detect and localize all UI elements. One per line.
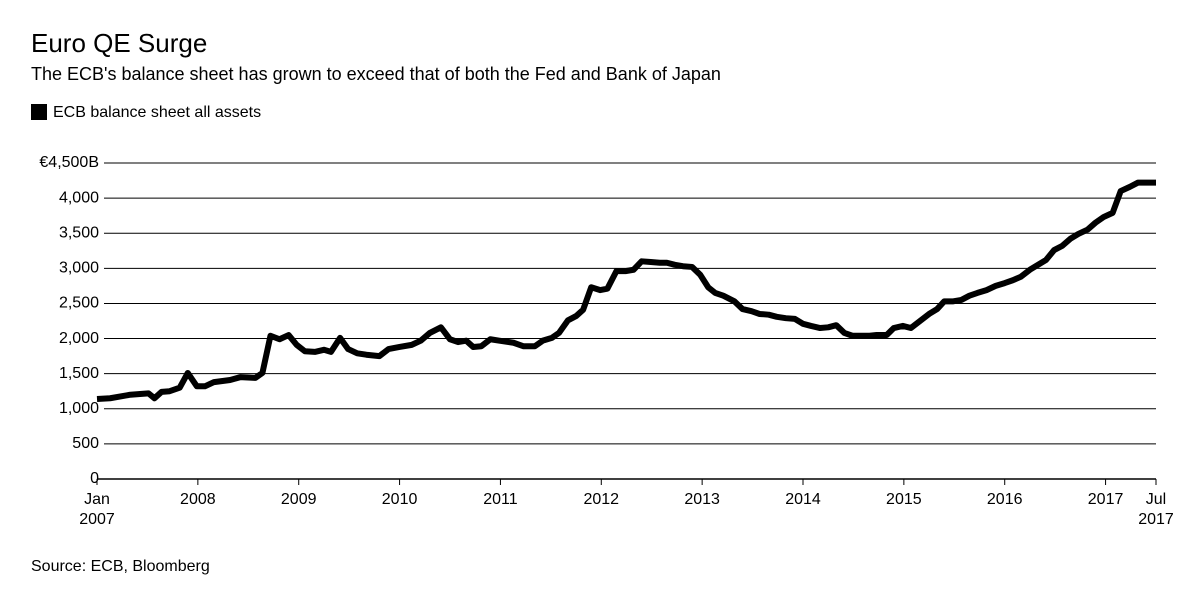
data-line xyxy=(96,179,1156,402)
y-tick-label: 2,500 xyxy=(59,295,99,312)
x-tick-label: 2008 xyxy=(180,491,216,508)
x-tick-label: 2010 xyxy=(381,491,418,508)
y-tick-label: 4,000 xyxy=(59,189,99,206)
legend-swatch xyxy=(31,104,47,120)
chart-title: Euro QE Surge xyxy=(31,28,207,58)
legend-label: ECB balance sheet all assets xyxy=(53,104,261,121)
x-tick-label: 2011 xyxy=(483,491,518,508)
y-tick-label: 500 xyxy=(72,435,99,452)
x-tick-label: 2014 xyxy=(785,491,821,508)
x-tick-label: 2016 xyxy=(986,491,1023,508)
x-tick-label: Jul 2017 xyxy=(1138,491,1174,528)
y-tick-label: 1,500 xyxy=(59,365,99,382)
y-tick-label: 3,500 xyxy=(59,224,99,241)
source: Source: ECB, Bloomberg xyxy=(31,558,210,575)
x-tick-label: 2012 xyxy=(583,491,620,508)
y-tick-label: 3,000 xyxy=(59,260,99,277)
y-tick-label: 0 xyxy=(90,470,99,487)
x-tick-label: Jan 2007 xyxy=(79,491,115,528)
y-tick-label: €4,500B xyxy=(39,154,99,171)
x-tick-label: 2013 xyxy=(684,491,720,508)
y-tick-label: 1,000 xyxy=(59,400,99,417)
chart-subtitle: The ECB's balance sheet has grown to exc… xyxy=(31,64,721,84)
x-tick-label: 2015 xyxy=(886,491,922,508)
x-tick-label: 2017 xyxy=(1087,491,1124,508)
x-tick-label: 2009 xyxy=(280,491,317,508)
y-tick-label: 2,000 xyxy=(59,330,99,347)
